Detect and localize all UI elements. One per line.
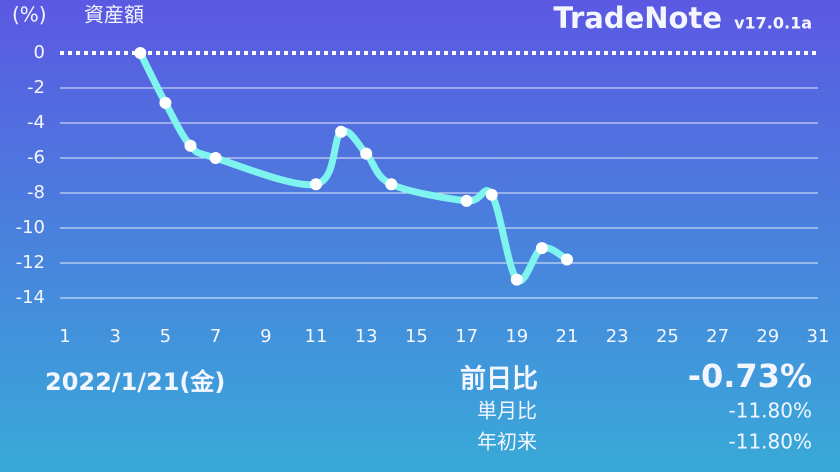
x-tick-label: 19 bbox=[505, 326, 528, 347]
x-tick-label: 21 bbox=[556, 326, 579, 347]
point bbox=[159, 96, 172, 109]
y-tick-label: -6 bbox=[27, 147, 45, 168]
app-version: v17.0.1a bbox=[734, 14, 812, 33]
x-tick-label: 7 bbox=[210, 326, 221, 347]
y-tick-label: -2 bbox=[27, 77, 45, 98]
month-label: 単月比 bbox=[477, 399, 537, 423]
point bbox=[510, 273, 523, 286]
point bbox=[184, 139, 197, 152]
point bbox=[134, 47, 147, 59]
x-tick-label: 5 bbox=[160, 326, 171, 347]
x-tick-label: 31 bbox=[807, 326, 830, 347]
daily-label: 前日比 bbox=[460, 364, 538, 395]
x-tick-label: 15 bbox=[405, 326, 428, 347]
point bbox=[335, 125, 348, 138]
daily-value: -0.73% bbox=[688, 357, 812, 395]
x-tick-label: 13 bbox=[355, 326, 378, 347]
point bbox=[535, 242, 548, 255]
chart-title: 資産額 bbox=[84, 3, 144, 27]
x-tick-label: 9 bbox=[260, 326, 271, 347]
x-tick-label: 27 bbox=[706, 326, 729, 347]
y-tick-label: -4 bbox=[27, 112, 45, 133]
point bbox=[385, 178, 398, 191]
x-tick-label: 17 bbox=[455, 326, 478, 347]
point bbox=[209, 152, 222, 164]
y-tick-label: 0 bbox=[34, 42, 45, 63]
point bbox=[485, 188, 498, 201]
date: 2022/1/21(金) bbox=[45, 368, 225, 396]
x-tick-label: 29 bbox=[756, 326, 779, 347]
y-tick-label: -8 bbox=[27, 182, 45, 203]
x-tick-label: 11 bbox=[305, 326, 328, 347]
ytd-label: 年初来 bbox=[477, 430, 537, 454]
point bbox=[360, 147, 373, 160]
y-tick-label: -10 bbox=[16, 217, 45, 238]
x-tick-label: 25 bbox=[656, 326, 679, 347]
y-label: (%) bbox=[12, 3, 47, 27]
y-tick-label: -12 bbox=[16, 252, 45, 273]
app-name: TradeNote bbox=[553, 1, 722, 35]
y-tick-label: -14 bbox=[16, 287, 45, 308]
x-tick-label: 23 bbox=[606, 326, 629, 347]
month-value: -11.80% bbox=[729, 399, 812, 423]
point bbox=[310, 178, 322, 191]
x-tick-label: 1 bbox=[59, 326, 70, 347]
x-tick-label: 3 bbox=[109, 326, 120, 347]
point bbox=[561, 253, 573, 266]
ytd-value: -11.80% bbox=[729, 430, 812, 454]
point bbox=[460, 194, 473, 207]
